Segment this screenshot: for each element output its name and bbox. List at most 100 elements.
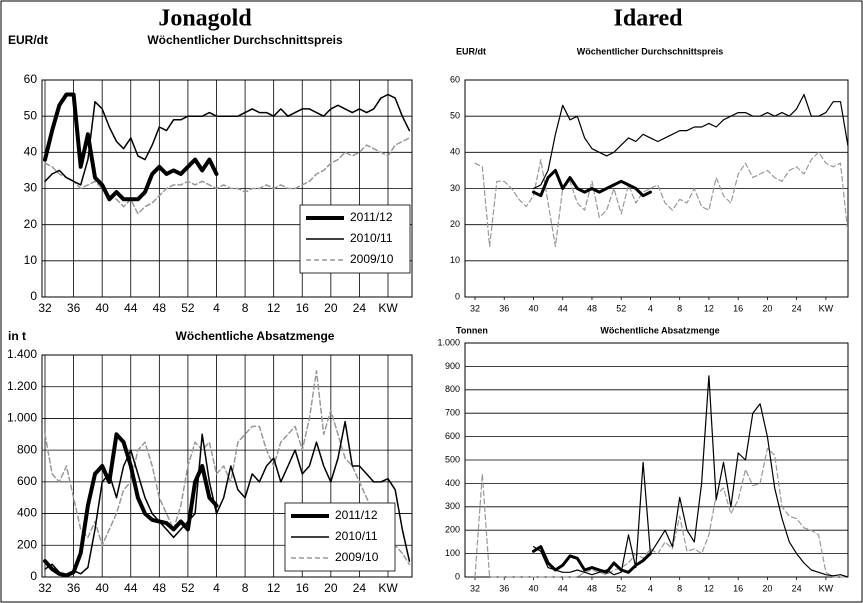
y-tick-label: 1.200	[7, 379, 37, 393]
series-line	[44, 93, 411, 186]
y-tick-label: 900	[445, 361, 460, 371]
x-tick-label: 16	[296, 301, 310, 315]
x-tick-label: 24	[792, 303, 802, 313]
x-tick-label: 16	[733, 583, 743, 593]
x-tick-label: 40	[528, 303, 538, 313]
y-tick-label: 40	[24, 145, 38, 159]
x-tick-label: 20	[324, 301, 338, 315]
plot-frame	[464, 79, 849, 298]
x-tick-label: 20	[762, 583, 772, 593]
x-tick-label: 4	[213, 301, 220, 315]
y-tick-label: 30	[24, 181, 38, 195]
chart-title: Wöchentliche Absatzmenge	[600, 325, 719, 335]
x-tick-label: 12	[267, 301, 281, 315]
y-axis-label: Tonnen	[456, 325, 488, 335]
x-tick-label: 36	[499, 303, 509, 313]
chart-title: Wöchentlicher Durchschnittspreis	[577, 46, 724, 56]
x-tick-label: 20	[762, 303, 772, 313]
x-tick-label: 8	[677, 583, 682, 593]
x-tick-label: 52	[181, 581, 195, 595]
series-line	[43, 432, 219, 578]
y-tick-label: 200	[445, 525, 460, 535]
x-tick-label: 4	[648, 583, 653, 593]
x-tick-label: 24	[353, 581, 367, 595]
y-tick-label: 20	[450, 219, 460, 229]
plot-frame	[41, 79, 413, 298]
y-tick-label: 1.000	[7, 411, 37, 425]
x-tick-label: 8	[242, 581, 249, 595]
x-tick-label: 8	[677, 303, 682, 313]
x-tick-label: 44	[558, 303, 568, 313]
x-tick-label: 36	[67, 301, 81, 315]
x-tick-label: 32	[38, 301, 52, 315]
series-line	[44, 370, 411, 566]
y-tick-label: 30	[450, 183, 460, 193]
series-line	[474, 447, 849, 578]
y-tick-label: 100	[445, 548, 460, 558]
x-tick-label: KW	[378, 301, 398, 315]
x-tick-label: 52	[616, 303, 626, 313]
y-tick-label: 600	[17, 474, 37, 488]
y-tick-label: 1.400	[7, 347, 37, 361]
chart-title: Wöchentliche Absatzmenge	[176, 329, 335, 343]
x-tick-label: 12	[267, 581, 281, 595]
x-tick-label: 20	[324, 581, 338, 595]
x-tick-label: 16	[296, 581, 310, 595]
y-tick-label: 300	[445, 501, 460, 511]
y-tick-label: 0	[455, 291, 460, 301]
x-tick-label: 40	[95, 301, 109, 315]
x-tick-label: 44	[124, 581, 138, 595]
legend-label: 2009/10	[335, 550, 379, 564]
x-tick-label: 24	[353, 301, 367, 315]
x-tick-label: 48	[587, 583, 597, 593]
series-line	[474, 151, 849, 247]
x-tick-label: 40	[528, 583, 538, 593]
x-tick-label: 12	[704, 303, 714, 313]
x-tick-label: 16	[733, 303, 743, 313]
y-tick-label: 1.000	[437, 337, 460, 347]
y-tick-label: 400	[445, 478, 460, 488]
chart-title: Wöchentlicher Durchschnittspreis	[147, 33, 343, 47]
x-tick-label: 36	[67, 581, 81, 595]
x-tick-label: KW	[819, 583, 834, 593]
heading: Idared	[614, 6, 684, 32]
y-axis-label: in t	[8, 329, 26, 343]
y-tick-label: 40	[450, 147, 460, 157]
x-tick-label: 48	[153, 301, 167, 315]
x-tick-label: 36	[499, 583, 509, 593]
x-tick-label: KW	[819, 303, 834, 313]
plot-frame	[41, 354, 413, 578]
y-tick-label: 0	[30, 569, 37, 583]
legend-label: 2011/12	[350, 210, 393, 224]
x-tick-label: 4	[213, 581, 220, 595]
y-axis-label: EUR/dt	[8, 33, 48, 47]
x-tick-label: 4	[648, 303, 653, 313]
legend-label: 2009/10	[350, 252, 394, 266]
series-line	[532, 375, 849, 578]
y-tick-label: 800	[445, 384, 460, 394]
y-tick-label: 700	[445, 408, 460, 418]
x-tick-label: 44	[558, 583, 568, 593]
y-tick-label: 50	[450, 111, 460, 121]
y-tick-label: 200	[17, 537, 37, 551]
x-tick-label: 8	[242, 301, 249, 315]
y-tick-label: 500	[445, 454, 460, 464]
y-tick-label: 0	[30, 289, 37, 303]
x-tick-label: 44	[124, 301, 138, 315]
y-tick-label: 0	[455, 571, 460, 581]
series-line	[532, 545, 652, 574]
x-tick-label: KW	[378, 581, 398, 595]
x-tick-label: 12	[704, 583, 714, 593]
legend-label: 2010/11	[335, 529, 378, 543]
y-tick-label: 60	[24, 72, 38, 86]
y-axis-label: EUR/dt	[456, 46, 486, 56]
x-tick-label: 32	[470, 583, 480, 593]
y-tick-label: 600	[445, 431, 460, 441]
y-tick-label: 800	[17, 442, 37, 456]
x-tick-label: 52	[181, 301, 195, 315]
x-tick-label: 52	[616, 583, 626, 593]
y-tick-label: 10	[450, 255, 460, 265]
y-tick-label: 50	[24, 108, 38, 122]
y-tick-label: 20	[24, 217, 38, 231]
